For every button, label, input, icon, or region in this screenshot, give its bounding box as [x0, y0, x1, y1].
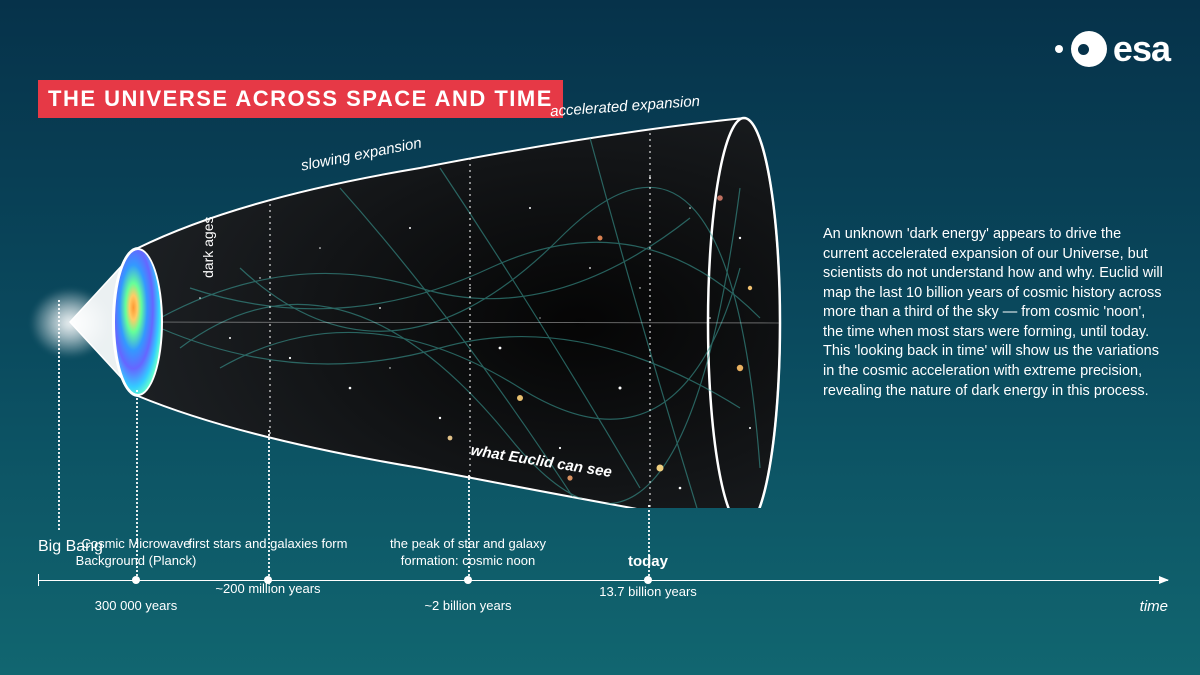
- event-label: the peak of star and galaxy formation: c…: [368, 536, 568, 570]
- event-cosmic-noon: the peak of star and galaxy formation: c…: [368, 536, 568, 615]
- event-time: 13.7 billion years: [568, 584, 728, 601]
- event-time: ~2 billion years: [368, 598, 568, 615]
- timeline: Big Bang time Cosmic Microwave Backgroun…: [38, 510, 1168, 640]
- connector-big-bang: [58, 300, 60, 530]
- logo-text: esa: [1113, 28, 1170, 70]
- event-label: today: [568, 552, 728, 572]
- event-first-stars: first stars and galaxies form ~200 milli…: [188, 536, 348, 598]
- logo-dot: [1055, 45, 1063, 53]
- cmb-disc: [113, 248, 163, 396]
- event-label: first stars and galaxies form: [188, 536, 348, 553]
- logo-circle-icon: [1071, 31, 1107, 67]
- time-axis-label: time: [1140, 598, 1168, 615]
- esa-logo: esa: [1055, 28, 1170, 70]
- universe-cone-diagram: slowing expansion accelerated expansion …: [40, 88, 820, 508]
- event-time: ~200 million years: [188, 581, 348, 598]
- description-text: An unknown 'dark energy' appears to driv…: [823, 225, 1168, 401]
- event-time: 300 000 years: [56, 598, 216, 615]
- event-today: today 13.7 billion years: [568, 552, 728, 600]
- label-dark-ages: dark ages: [200, 217, 216, 278]
